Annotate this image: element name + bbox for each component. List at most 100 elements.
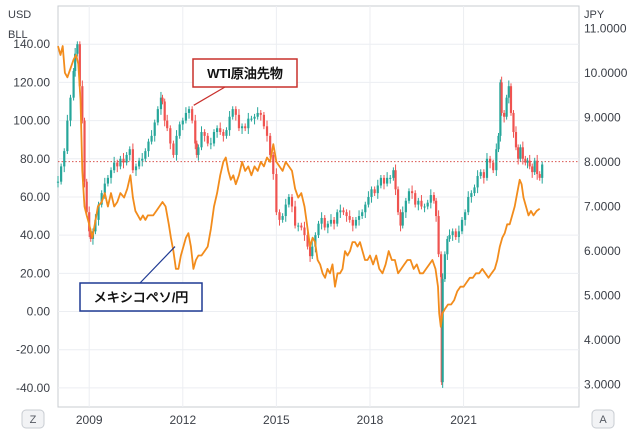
wti-candle <box>457 225 460 243</box>
wti-candle <box>303 221 306 241</box>
wti-candle <box>141 153 144 167</box>
wti-candle <box>256 107 259 120</box>
wti-candle <box>348 210 351 223</box>
wti-candle <box>128 146 131 161</box>
wti-candle <box>144 148 147 162</box>
x-tick-label: 2015 <box>263 413 290 427</box>
wti-candle <box>300 222 303 231</box>
wti-candle <box>396 186 400 216</box>
wti-candle <box>342 207 345 216</box>
wti-candle <box>100 190 103 208</box>
wti-candle <box>290 194 294 213</box>
wti-candle <box>354 217 358 229</box>
annotation-peso-leader <box>139 246 176 284</box>
wti-candle <box>432 192 436 204</box>
wti-candle <box>225 127 228 139</box>
right-tick-label: 11.0000 <box>584 21 627 35</box>
wti-candle <box>386 172 389 187</box>
wti-candle <box>521 141 524 165</box>
wti-candle <box>392 167 395 181</box>
annotation-peso: メキシコペソ/円 <box>79 246 203 312</box>
wti-candle <box>116 159 119 173</box>
wti-candle <box>509 83 513 116</box>
wti-candle <box>367 191 370 208</box>
wti-candle <box>339 204 342 218</box>
wti-candle <box>69 94 72 127</box>
wti-candle <box>56 175 60 188</box>
wti-candle <box>265 120 269 142</box>
wti-candle <box>134 163 138 176</box>
auto-scale-a-button[interactable]: A <box>591 409 615 429</box>
wti-candle <box>423 203 426 213</box>
wti-candle <box>222 129 225 142</box>
wti-candle <box>81 80 84 124</box>
wti-candle <box>216 125 219 138</box>
wti-candle <box>389 174 392 184</box>
wti-candle <box>451 228 454 241</box>
left-tick-label: 120.00 <box>13 75 50 89</box>
wti-candle <box>250 115 253 122</box>
left-tick-label: 80.00 <box>20 152 50 166</box>
wti-candle <box>437 210 440 258</box>
wti-candle <box>345 209 348 222</box>
wti-candle <box>311 240 314 260</box>
wti-candle <box>125 152 128 166</box>
wti-candle <box>119 155 122 170</box>
wti-candle <box>351 217 354 232</box>
wti-candle <box>284 198 287 222</box>
wti-candle <box>410 185 414 199</box>
wti-candle <box>382 174 386 190</box>
wti-candle <box>138 157 141 170</box>
wti-candle <box>370 186 373 203</box>
annotation-peso-box <box>79 282 203 312</box>
wti-candle <box>306 232 309 250</box>
wti-candle <box>538 171 541 181</box>
wti-candle <box>323 215 326 231</box>
wti-candle <box>259 110 262 121</box>
wti-candle <box>74 48 77 77</box>
wti-candle <box>60 163 63 185</box>
left-axis-unit-bottom: BLL <box>8 29 28 41</box>
wti-candle <box>187 106 191 119</box>
wti-candle <box>517 144 520 165</box>
wti-candle <box>269 132 272 158</box>
wti-candle <box>272 152 275 180</box>
left-tick-label: 60.00 <box>20 190 50 204</box>
wti-candle <box>184 107 188 124</box>
wti-candle <box>476 170 479 194</box>
wti-candle <box>231 106 234 120</box>
wti-candle <box>297 222 300 232</box>
wti-candle <box>357 210 361 226</box>
right-tick-label: 8.0000 <box>584 155 621 169</box>
wti-candle <box>147 138 150 157</box>
wti-candle <box>191 106 194 124</box>
wti-candle <box>178 121 181 139</box>
left-axis: 140.00 120.00 100.00 80.00 60.00 40.00 20.00 0.… <box>13 37 50 395</box>
wti-candle <box>519 144 522 162</box>
wti-candle <box>460 217 464 235</box>
wti-candle <box>209 137 212 150</box>
wti-candle <box>426 199 429 210</box>
wti-candle <box>85 178 88 216</box>
annotation-wti-label: WTI原油先物 <box>207 66 283 81</box>
wti-candle <box>197 144 200 161</box>
wti-candle <box>435 197 438 222</box>
right-tick-label: 10.0000 <box>584 66 628 80</box>
wti-candle <box>467 191 470 216</box>
wti-candle <box>524 155 527 166</box>
x-tick-label: 2009 <box>76 413 103 427</box>
zoom-z-button[interactable]: Z <box>21 409 45 429</box>
annotation-wti-leader <box>193 86 226 106</box>
wti-candle <box>240 123 244 134</box>
wti-candle <box>294 200 297 229</box>
wti-candle <box>83 117 86 188</box>
left-axis-unit-top: USD <box>8 9 31 21</box>
wti-candle <box>275 168 278 216</box>
left-tick-label: 140.00 <box>13 37 50 51</box>
wti-candle <box>150 130 153 145</box>
wti-candle <box>200 126 203 151</box>
wti-candle <box>533 157 536 175</box>
wti-candle <box>203 129 206 142</box>
wti-candle <box>503 110 506 123</box>
wti-candle <box>326 220 329 234</box>
